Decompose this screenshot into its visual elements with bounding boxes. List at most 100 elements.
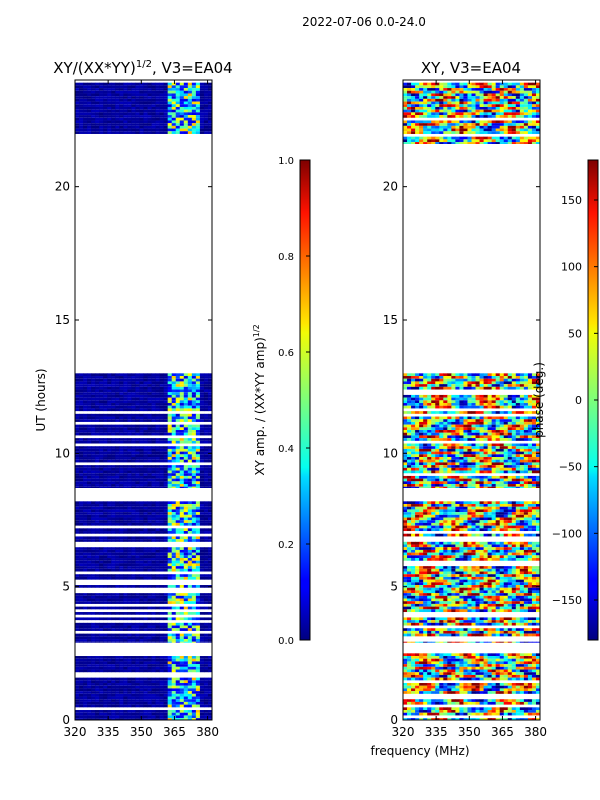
heatmap-cell	[187, 416, 193, 420]
heatmap-cell	[175, 552, 181, 556]
heatmap-cell	[87, 104, 92, 107]
heatmap-cell	[159, 454, 165, 458]
left-heatmap	[75, 82, 212, 720]
heatmap-cell	[119, 715, 124, 719]
heatmap-cell	[103, 117, 108, 121]
heatmap-cell	[167, 699, 173, 702]
heatmap-cell	[163, 688, 169, 692]
heatmap-cell	[155, 656, 161, 659]
heatmap-cell	[75, 641, 80, 643]
heatmap-cell	[171, 481, 177, 485]
heatmap-cell	[467, 710, 472, 713]
heatmap-cell	[107, 397, 112, 401]
heatmap-cell	[75, 473, 80, 476]
heatmap-cell	[523, 718, 529, 720]
heatmap-cell	[191, 661, 197, 665]
heatmap-cell	[115, 664, 120, 667]
heatmap-cell	[127, 90, 132, 94]
heatmap-cell	[111, 595, 116, 599]
heatmap-cell	[171, 432, 177, 436]
heatmap-cell	[415, 718, 420, 720]
heatmap-cell	[187, 560, 193, 564]
heatmap-cell	[79, 528, 84, 532]
heatmap-cell	[419, 522, 424, 526]
heatmap-cell	[119, 120, 124, 124]
heatmap-cell	[123, 710, 128, 713]
heatmap-cell	[459, 712, 464, 716]
heatmap-cell	[103, 459, 108, 463]
heatmap-cell	[167, 115, 173, 118]
heatmap-cell	[147, 504, 152, 507]
heatmap-cell	[183, 628, 189, 631]
heatmap-cell	[191, 115, 197, 118]
heatmap-cell	[203, 88, 209, 91]
heatmap-cell	[147, 633, 152, 637]
heatmap-cell	[99, 593, 104, 596]
heatmap-cell	[143, 514, 148, 518]
heatmap-cell	[435, 501, 440, 505]
heatmap-cell	[199, 677, 205, 681]
heatmap-cell	[415, 710, 420, 713]
heatmap-cell	[147, 400, 152, 404]
heatmap-cell	[111, 451, 116, 455]
heatmap-cell	[111, 128, 116, 132]
heatmap-cell	[139, 392, 144, 395]
heatmap-cell	[187, 680, 193, 684]
heatmap-cell	[179, 547, 185, 550]
heatmap-cell	[151, 701, 156, 705]
heatmap-cell	[187, 528, 193, 532]
heatmap-cell	[407, 522, 412, 526]
heatmap-cell	[195, 459, 201, 463]
heatmap-cell	[131, 685, 136, 689]
heatmap-cell	[403, 517, 408, 521]
heatmap-cell	[203, 536, 209, 540]
heatmap-cell	[527, 512, 533, 515]
heatmap-cell	[107, 446, 112, 449]
heatmap-cell	[159, 381, 165, 385]
heatmap-cell	[443, 509, 448, 513]
heatmap-cell	[87, 606, 92, 610]
heatmap-cell	[107, 457, 112, 460]
heatmap-cell	[111, 470, 116, 474]
heatmap-cell	[171, 504, 177, 507]
heatmap-cell	[127, 669, 132, 673]
heatmap-cell	[155, 636, 161, 640]
heatmap-cell	[463, 710, 468, 713]
heatmap-cell	[475, 718, 480, 720]
heatmap-cell	[191, 432, 197, 436]
heatmap-cell	[115, 392, 120, 395]
heatmap-cell	[111, 628, 116, 631]
heatmap-cell	[191, 438, 197, 441]
heatmap-cell	[475, 674, 480, 678]
heatmap-cell	[139, 376, 144, 379]
heatmap-cell	[123, 90, 128, 94]
heatmap-cell	[115, 531, 120, 534]
heatmap-cell	[203, 718, 209, 720]
heatmap-cell	[87, 389, 92, 393]
heatmap-cell	[503, 672, 509, 675]
heatmap-cell	[467, 514, 472, 518]
heatmap-cell	[103, 104, 108, 107]
heatmap-cell	[115, 710, 120, 713]
heatmap-cell	[203, 539, 209, 542]
heatmap-cell	[491, 669, 497, 673]
heatmap-cell	[95, 501, 100, 505]
heatmap-cell	[167, 666, 173, 670]
heatmap-cell	[115, 82, 120, 86]
heatmap-cell	[191, 504, 197, 507]
heatmap-cell	[515, 688, 521, 692]
heatmap-cell	[95, 448, 100, 452]
heatmap-cell	[119, 101, 124, 105]
heatmap-cell	[143, 475, 148, 479]
heatmap-cell	[103, 595, 108, 599]
heatmap-cell	[107, 633, 112, 637]
heatmap-cell	[199, 593, 205, 596]
heatmap-cell	[195, 376, 201, 379]
heatmap-cell	[199, 115, 205, 118]
heatmap-cell	[107, 486, 112, 488]
heatmap-cell	[91, 636, 96, 640]
heatmap-cell	[419, 707, 424, 711]
heatmap-cell	[127, 403, 132, 406]
heatmap-cell	[203, 622, 209, 626]
heatmap-cell	[135, 710, 140, 713]
